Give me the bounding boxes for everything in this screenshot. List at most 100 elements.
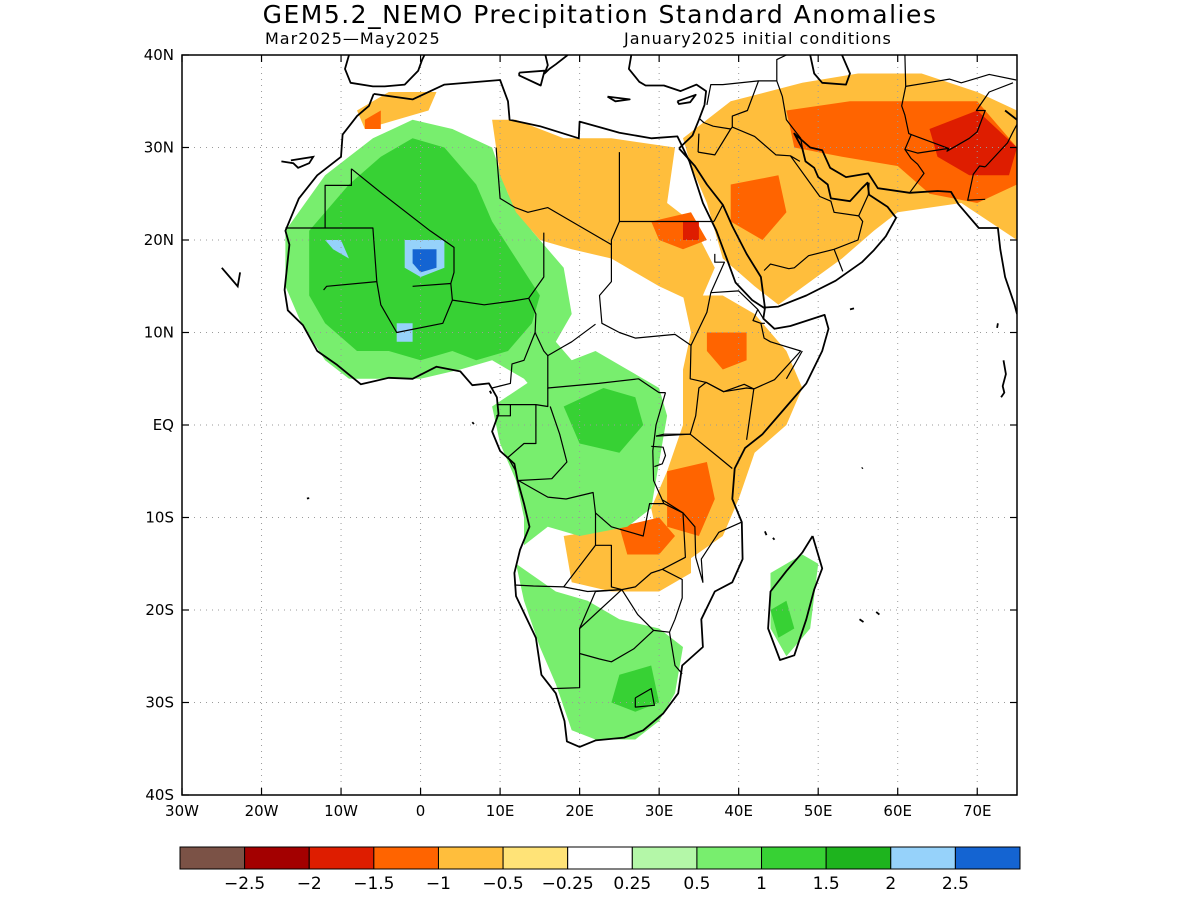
- lon-tick-label: 30W: [165, 802, 199, 820]
- island-coastline: [281, 155, 316, 169]
- colorbar-label: −1: [426, 874, 451, 894]
- anomaly-region: [667, 462, 715, 536]
- country-border: [579, 589, 622, 629]
- lon-tick-label: 40E: [724, 802, 753, 820]
- country-border: [705, 323, 802, 393]
- country-border: [563, 392, 667, 588]
- country-border: [507, 404, 537, 472]
- colorbar-swatch: [437, 846, 504, 870]
- country-border: [634, 687, 656, 708]
- colorbar-swatch: [631, 846, 698, 870]
- country-border: [495, 147, 621, 246]
- country-border: [452, 232, 545, 306]
- coastline-arabia: [678, 132, 1017, 315]
- anomaly-region: [325, 240, 349, 259]
- coastline-africa: [283, 79, 830, 748]
- period-subtitle: Mar2025—May2025: [265, 29, 441, 48]
- lon-tick-label: 50E: [804, 802, 833, 820]
- coastline-caspian: [809, 55, 851, 86]
- anomaly-region: [611, 665, 660, 712]
- country-border: [595, 503, 687, 591]
- coastline-layer: [221, 55, 1017, 748]
- lat-tick-label: 40N: [144, 46, 174, 64]
- country-border: [984, 124, 1017, 168]
- country-border: [351, 168, 455, 284]
- coastline-iberia: [344, 55, 426, 88]
- coastline-sicily: [518, 69, 546, 87]
- lat-tick-label: 40S: [145, 786, 174, 804]
- country-border: [518, 479, 597, 513]
- coastline-madagascar: [767, 535, 824, 661]
- colorbar-swatch: [696, 846, 763, 870]
- country-border: [661, 499, 684, 514]
- lat-tick-label: 20S: [145, 601, 174, 619]
- country-border: [376, 281, 453, 334]
- colorbar-label: 0.5: [683, 874, 710, 894]
- country-border: [967, 165, 986, 201]
- country-border: [491, 332, 536, 389]
- country-border: [858, 182, 870, 217]
- anomaly-region: [706, 332, 747, 370]
- coastline-crete: [607, 95, 631, 103]
- colorbar-swatch: [761, 846, 827, 870]
- chart-title: GEM5.2_NEMO Precipitation Standard Anoma…: [262, 0, 938, 29]
- country-border: [518, 406, 568, 482]
- country-border: [904, 147, 949, 154]
- country-border: [785, 350, 803, 380]
- colorbar-swatch: [502, 846, 569, 870]
- lon-tick-label: 20W: [245, 802, 279, 820]
- country-border: [706, 80, 759, 106]
- anomaly-region: [412, 249, 437, 273]
- lon-tick-label: 10E: [486, 802, 515, 820]
- lon-tick-label: 10W: [324, 802, 358, 820]
- island-coastline: [489, 390, 493, 395]
- colorbar-label: −1.5: [353, 874, 394, 894]
- island-coastline: [861, 467, 864, 470]
- country-border: [598, 244, 707, 383]
- colorbar-label: −0.25: [542, 874, 594, 894]
- coastline-sri-lanka-edge: [1004, 109, 1017, 121]
- colorbar-swatch: [244, 846, 310, 870]
- anomaly-region: [619, 517, 675, 555]
- country-border: [910, 82, 1014, 152]
- country-border: [713, 204, 724, 222]
- island-coastline: [875, 611, 880, 616]
- colorbar-swatch: [890, 846, 956, 870]
- country-border: [697, 133, 700, 153]
- anomaly-region: [730, 175, 787, 240]
- colorbar-label: −0.5: [482, 874, 523, 894]
- country-border: [752, 309, 765, 324]
- island-coastline: [764, 531, 768, 536]
- coastline-mediterranean-north: [628, 55, 707, 150]
- colorbar-swatch: [567, 846, 633, 870]
- country-border: [579, 629, 655, 663]
- country-border: [699, 118, 731, 130]
- island-coastline: [772, 537, 776, 541]
- country-border: [698, 126, 801, 162]
- country-border: [690, 253, 726, 346]
- lat-tick-label: 10S: [145, 509, 174, 527]
- country-border: [682, 512, 743, 583]
- lat-tick-label: EQ: [153, 416, 174, 434]
- colorbar-swatch: [179, 846, 246, 870]
- colorbar-label: 0.25: [613, 874, 651, 894]
- country-border: [621, 568, 683, 633]
- colorbar: −2.5 −2 −1.5 −1 −0.5 −0.25 0.25 0.5 1 1.5 2 2.5: [179, 846, 1021, 894]
- country-border: [496, 404, 511, 417]
- axis-layer: 30W 20W 10W 0 10E 20E 30E 40E 50E 60E 70E 40N 30N 20N…: [144, 46, 1017, 820]
- country-border: [655, 381, 755, 440]
- country-border: [776, 55, 787, 81]
- country-border: [285, 168, 352, 229]
- colorbar-swatch: [825, 846, 892, 870]
- island-coastline: [221, 267, 241, 289]
- colorbar-swatch: [308, 846, 375, 870]
- coastline-cyprus: [676, 93, 697, 105]
- country-border: [528, 298, 596, 357]
- island-coastline: [1000, 360, 1007, 398]
- colorbar-label: 2: [885, 874, 896, 894]
- lat-tick-label: 30S: [145, 694, 174, 712]
- lat-tick-label: 10N: [144, 324, 174, 342]
- country-border: [710, 290, 764, 319]
- island-coastline: [471, 421, 475, 425]
